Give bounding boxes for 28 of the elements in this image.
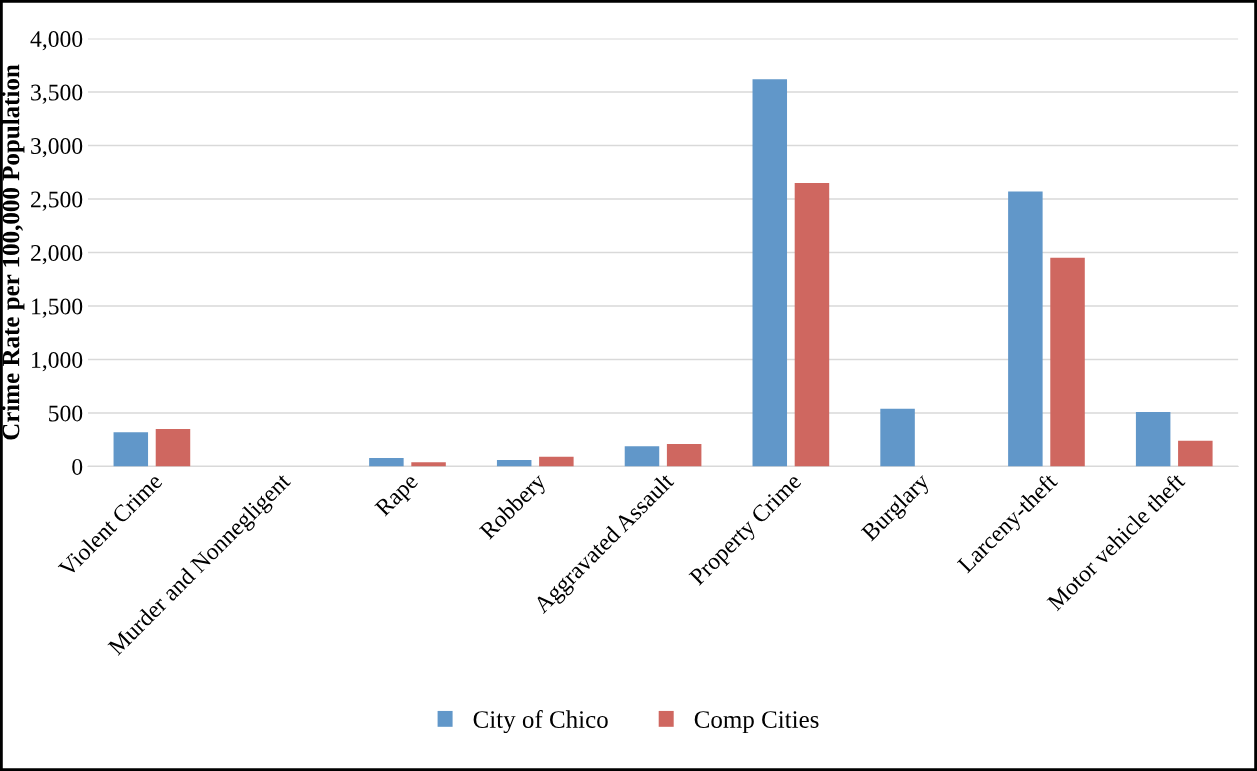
legend-label: Comp Cities <box>694 711 819 734</box>
bar <box>624 446 660 467</box>
y-tick-label: 3,500 <box>31 84 83 104</box>
bar <box>1135 411 1171 467</box>
bar <box>411 462 446 467</box>
y-tick-label: 3,000 <box>31 138 83 158</box>
x-tick-label: Rape <box>374 472 423 521</box>
bar <box>1050 257 1085 467</box>
bar <box>539 456 574 467</box>
bar <box>666 443 702 467</box>
bar <box>1178 440 1213 467</box>
bar <box>752 79 788 467</box>
y-tick-label: 1,000 <box>32 351 83 372</box>
legend-label: City of Chico <box>473 710 608 734</box>
bar <box>794 182 830 467</box>
y-tick-label: 1,500 <box>32 298 83 318</box>
y-tick-label: 2,500 <box>31 191 83 211</box>
y-tick-label: 4,000 <box>30 31 83 51</box>
bar <box>155 429 191 467</box>
y-tick-label: 0 <box>72 458 83 475</box>
bar <box>113 432 149 467</box>
y-axis-title: Crime Rate per 100,000 Population <box>1 64 25 440</box>
bar <box>880 408 915 467</box>
y-tick-label: 500 <box>49 405 83 422</box>
y-tick-label: 2,000 <box>31 244 83 265</box>
bar <box>1008 191 1043 467</box>
bar <box>369 457 404 467</box>
bar <box>496 460 532 467</box>
